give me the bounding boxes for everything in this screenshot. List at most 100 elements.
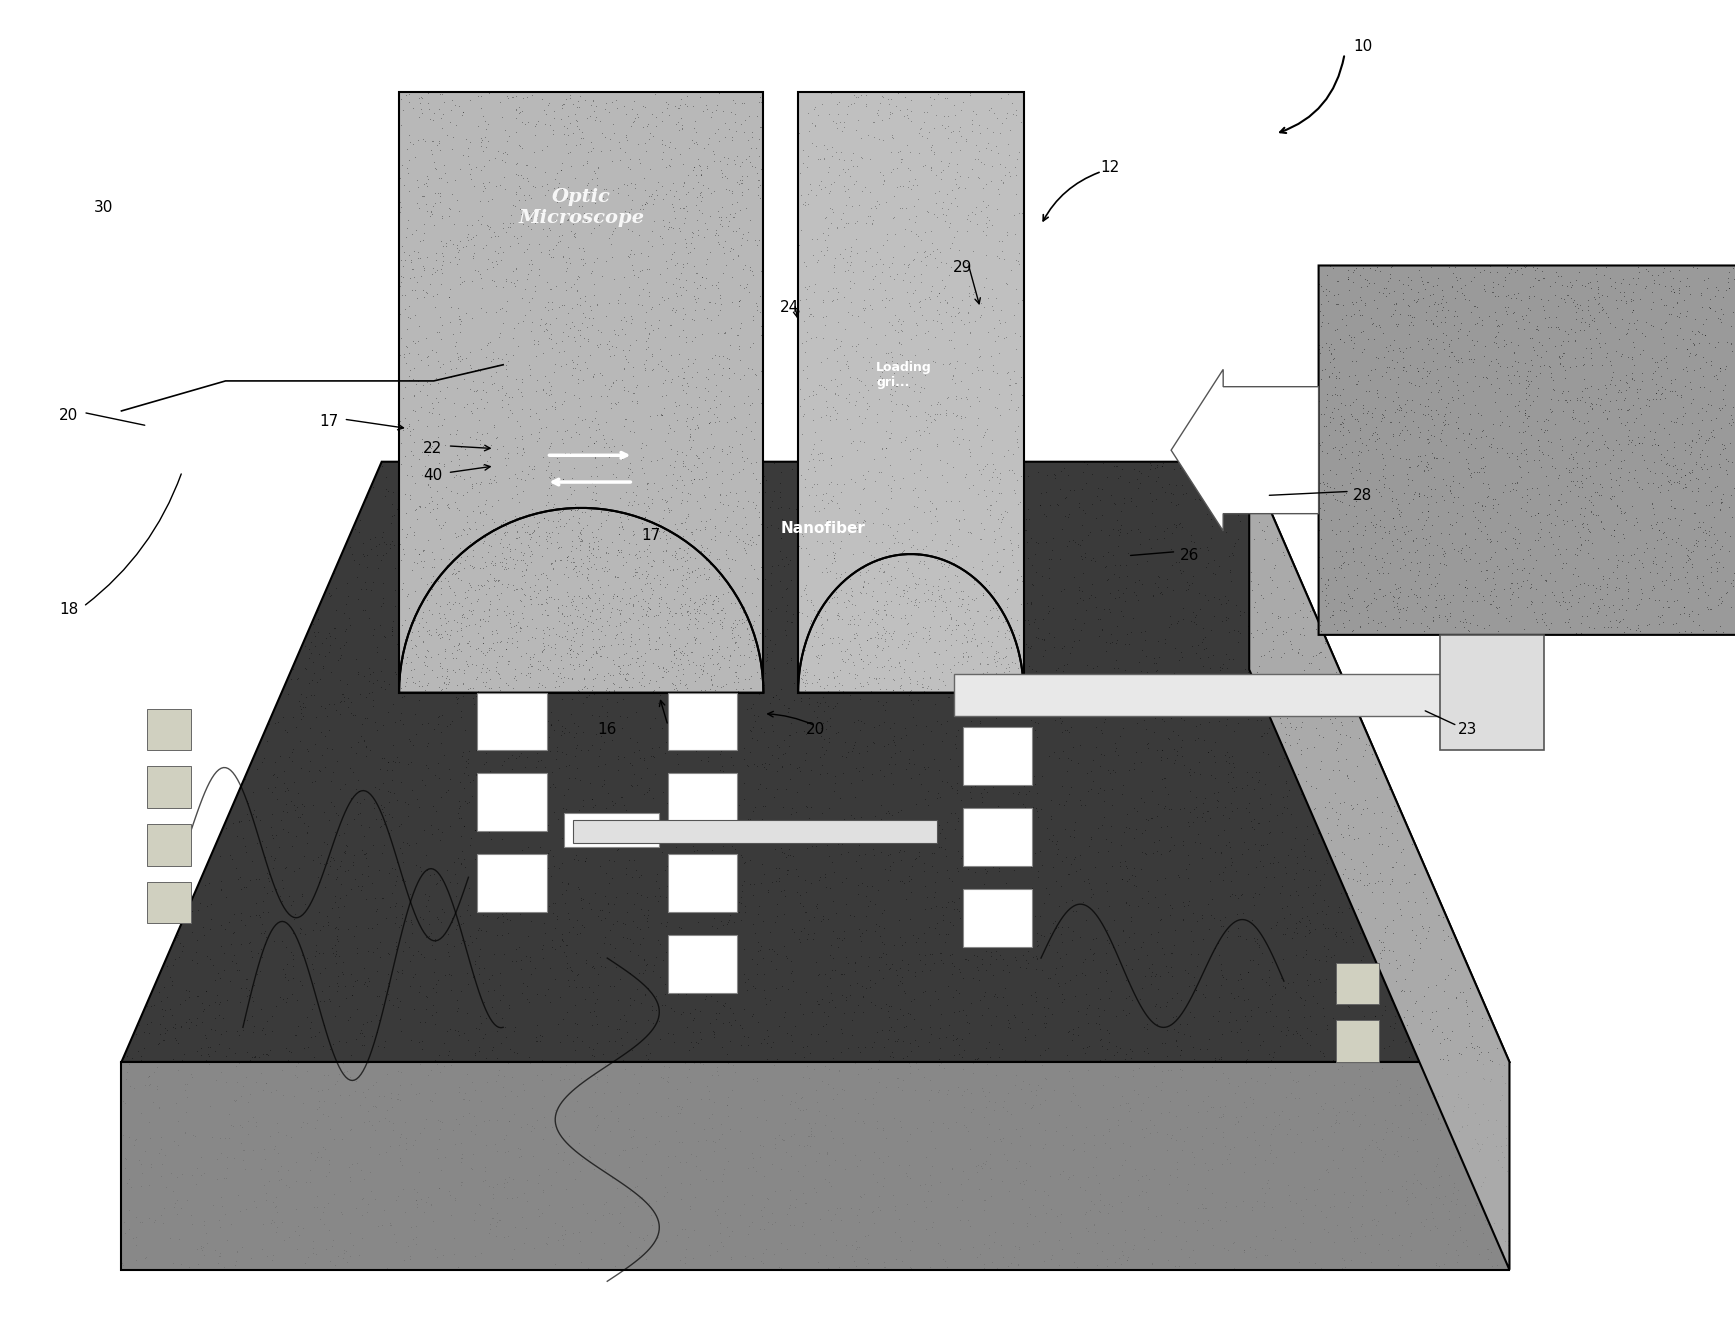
Point — [1638, 368, 1666, 390]
Point — [1407, 451, 1435, 473]
Point — [1570, 573, 1598, 595]
Point — [517, 540, 545, 561]
Point — [632, 1248, 659, 1269]
Point — [1492, 1127, 1520, 1149]
Point — [484, 854, 512, 876]
Point — [606, 1202, 633, 1224]
Point — [616, 994, 644, 1015]
Point — [507, 620, 534, 641]
Point — [666, 143, 694, 165]
Point — [479, 1176, 507, 1197]
Point — [1067, 580, 1095, 601]
Point — [652, 621, 680, 643]
Point — [579, 252, 607, 273]
Point — [326, 856, 354, 877]
Point — [321, 562, 349, 584]
Point — [1378, 490, 1405, 511]
Point — [614, 663, 642, 684]
Point — [1352, 1225, 1379, 1247]
Point — [1013, 814, 1041, 836]
Point — [1084, 782, 1112, 803]
Point — [859, 358, 887, 379]
Point — [802, 461, 829, 482]
Point — [600, 937, 628, 959]
Point — [1562, 442, 1589, 463]
Point — [578, 620, 606, 641]
Point — [789, 1182, 817, 1204]
Point — [1277, 803, 1305, 825]
Point — [1272, 862, 1300, 884]
Point — [1641, 434, 1669, 455]
Point — [684, 225, 711, 246]
Point — [494, 649, 522, 671]
Point — [831, 670, 859, 691]
Point — [390, 459, 418, 481]
Point — [272, 936, 300, 957]
Point — [396, 83, 423, 104]
Point — [600, 633, 628, 655]
Point — [1638, 347, 1666, 368]
Point — [503, 550, 531, 572]
Point — [1124, 1169, 1152, 1190]
Point — [579, 538, 607, 560]
Point — [1050, 578, 1077, 600]
Point — [135, 1022, 163, 1043]
Point — [1327, 732, 1355, 754]
Point — [1678, 553, 1706, 574]
Point — [985, 905, 1013, 927]
Point — [1280, 868, 1308, 889]
Point — [1372, 1121, 1400, 1142]
Point — [378, 619, 406, 640]
Point — [318, 937, 345, 959]
Point — [1570, 345, 1598, 367]
Point — [1478, 1256, 1506, 1277]
Point — [1371, 400, 1398, 422]
Point — [756, 629, 784, 651]
Point — [1188, 696, 1216, 718]
Point — [1678, 378, 1706, 399]
Point — [1707, 399, 1735, 420]
Point — [1440, 1182, 1468, 1204]
Point — [822, 288, 850, 309]
Point — [1692, 432, 1719, 454]
Point — [1022, 959, 1050, 980]
Point — [711, 166, 739, 187]
Point — [359, 1074, 387, 1095]
Point — [656, 600, 684, 621]
Point — [814, 557, 841, 578]
Point — [1152, 991, 1180, 1012]
Point — [545, 676, 573, 698]
Point — [682, 628, 710, 649]
Point — [564, 279, 592, 300]
Point — [680, 497, 708, 518]
Point — [920, 521, 947, 542]
Point — [1575, 387, 1603, 408]
Point — [923, 679, 951, 700]
Point — [968, 550, 996, 572]
Point — [1492, 333, 1520, 355]
Point — [448, 432, 475, 454]
Point — [547, 667, 574, 688]
Point — [713, 1043, 741, 1065]
Point — [363, 719, 390, 740]
Point — [1664, 528, 1692, 549]
Point — [482, 276, 510, 297]
Point — [177, 1204, 205, 1225]
Point — [776, 1180, 803, 1201]
Point — [451, 931, 479, 952]
Point — [1306, 368, 1334, 390]
Point — [434, 554, 462, 576]
Point — [829, 550, 857, 572]
Point — [748, 1032, 776, 1054]
Point — [1633, 615, 1660, 636]
Point — [1697, 561, 1725, 582]
Point — [720, 822, 748, 844]
Point — [861, 845, 888, 866]
Point — [1633, 274, 1660, 296]
Point — [1182, 715, 1209, 736]
Point — [392, 297, 420, 319]
Point — [737, 260, 765, 281]
Point — [1457, 1032, 1485, 1054]
Point — [271, 761, 298, 782]
Point — [873, 603, 900, 624]
